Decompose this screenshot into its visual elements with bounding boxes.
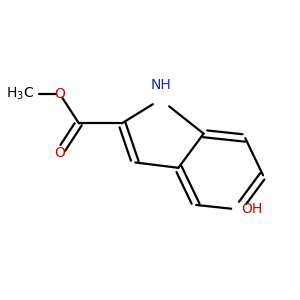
Text: O: O: [54, 146, 65, 160]
Text: OH: OH: [242, 202, 262, 216]
Text: O: O: [54, 86, 65, 100]
Text: H$_3$C: H$_3$C: [6, 85, 34, 102]
Text: NH: NH: [150, 78, 171, 92]
